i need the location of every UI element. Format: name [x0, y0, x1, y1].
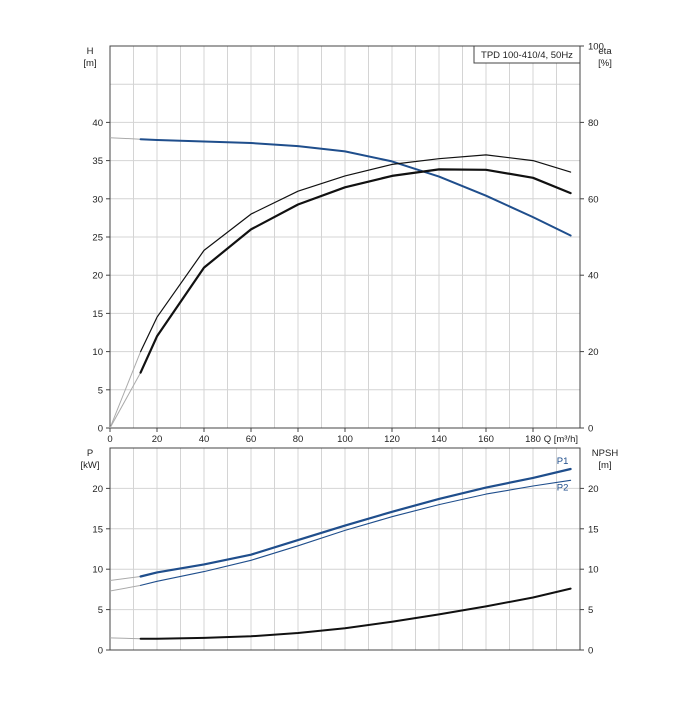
right-axis-tick-label: 60	[588, 194, 599, 205]
series-P2-label: P2	[557, 482, 569, 493]
series-efficiency-outer-extension	[109, 351, 142, 429]
left-axis-tick-label: 20	[92, 271, 103, 282]
series-head-extension	[109, 137, 141, 140]
right-axis-tick-label: 20	[588, 347, 599, 358]
right-axis-tick-label: 5	[588, 605, 593, 616]
right-axis-tick-label: 20	[588, 484, 599, 495]
left-axis-tick-label: 15	[92, 524, 103, 535]
left-axis-tick-label: 10	[92, 565, 103, 576]
left-axis-tick-label: 25	[92, 233, 103, 244]
right-axis-tick-label: 10	[588, 565, 599, 576]
left-axis-tick-label: 35	[92, 156, 103, 167]
plot-frame	[109, 447, 581, 651]
x-axis-tick-label: 20	[152, 434, 163, 445]
right-axis-tick-label: 0	[588, 424, 593, 435]
left-axis-tick-label: 5	[98, 605, 103, 616]
right-axis-tick-label: 100	[588, 42, 604, 53]
x-axis-tick-label: 40	[199, 434, 210, 445]
left-axis-tick-label: 30	[92, 194, 103, 205]
left-axis-label: H	[87, 46, 94, 57]
x-axis-tick-label: 0	[107, 434, 112, 445]
series-P2-extension	[109, 584, 141, 592]
x-axis-tick-label: 80	[293, 434, 304, 445]
left-axis-unit: [kW]	[81, 460, 100, 471]
left-axis-tick-label: 40	[92, 118, 103, 129]
right-axis-tick-label: 15	[588, 524, 599, 535]
series-efficiency-outer-line	[140, 154, 572, 353]
right-axis-tick-label: 0	[588, 646, 593, 657]
series-P1-label: P1	[557, 456, 569, 467]
series-npsh-extension	[109, 637, 141, 640]
right-axis-unit: [m]	[598, 460, 611, 471]
right-axis-unit: [%]	[598, 58, 612, 69]
left-axis-unit: [m]	[83, 58, 96, 69]
left-axis-tick-label: 0	[98, 424, 103, 435]
left-axis-tick-label: 10	[92, 347, 103, 358]
left-axis-tick-label: 15	[92, 309, 103, 320]
right-axis-label: eta	[598, 46, 612, 57]
series-efficiency-inner-line	[139, 168, 572, 374]
x-axis-tick-label: 160	[478, 434, 494, 445]
left-axis-label: P	[87, 448, 93, 459]
x-axis-tick-label: 120	[384, 434, 400, 445]
x-axis-tick-label: 180	[525, 434, 541, 445]
right-axis-tick-label: 40	[588, 271, 599, 282]
series-P2-line	[140, 479, 572, 586]
series-npsh-line	[139, 587, 572, 640]
right-axis-label: NPSH	[592, 448, 619, 459]
series-head-line	[139, 138, 572, 237]
x-axis-tick-label: 60	[246, 434, 257, 445]
series-P1-extension	[109, 576, 141, 581]
left-axis-tick-label: 20	[92, 484, 103, 495]
title-box	[473, 45, 581, 64]
x-axis-tick-label: 100	[337, 434, 353, 445]
right-axis-tick-label: 80	[588, 118, 599, 129]
series-efficiency-inner-extension	[109, 372, 142, 429]
chart-title: TPD 100-410/4, 50Hz	[481, 50, 573, 61]
left-axis-tick-label: 0	[98, 646, 103, 657]
left-axis-tick-label: 5	[98, 385, 103, 396]
x-axis-tick-label: 140	[431, 434, 447, 445]
series-P1-line	[139, 467, 572, 578]
x-axis-label: Q [m³/h]	[544, 434, 578, 445]
